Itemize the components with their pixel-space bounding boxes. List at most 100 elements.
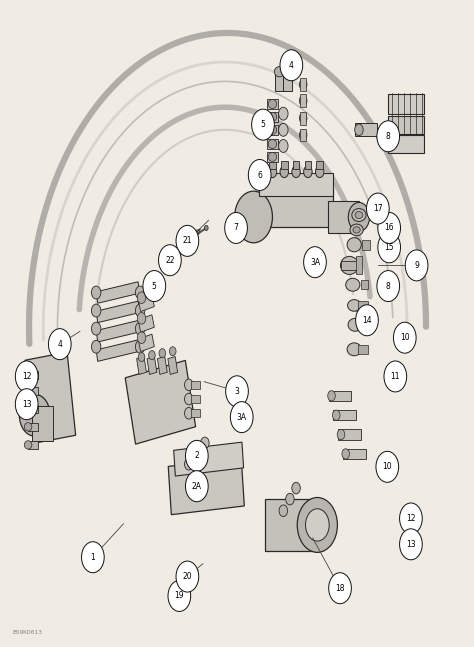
Ellipse shape (136, 304, 145, 317)
Text: 2: 2 (194, 452, 199, 461)
Polygon shape (275, 72, 284, 91)
Ellipse shape (297, 498, 337, 553)
Ellipse shape (306, 509, 329, 541)
Polygon shape (96, 281, 139, 303)
Ellipse shape (235, 191, 273, 243)
Text: 7: 7 (234, 223, 238, 232)
Polygon shape (363, 240, 370, 250)
Ellipse shape (350, 224, 363, 236)
Polygon shape (157, 356, 167, 375)
Ellipse shape (24, 371, 32, 379)
Polygon shape (333, 410, 356, 421)
Ellipse shape (348, 318, 362, 331)
Text: 6: 6 (257, 171, 262, 179)
Polygon shape (269, 162, 276, 170)
Ellipse shape (268, 166, 277, 177)
Ellipse shape (268, 100, 277, 109)
Polygon shape (356, 124, 377, 137)
Ellipse shape (292, 166, 301, 177)
Ellipse shape (24, 441, 32, 449)
Text: 5: 5 (152, 281, 157, 291)
Polygon shape (173, 442, 244, 476)
Circle shape (185, 441, 208, 472)
Circle shape (304, 247, 326, 278)
Text: 22: 22 (165, 256, 174, 265)
Polygon shape (364, 320, 371, 329)
Ellipse shape (159, 349, 165, 358)
Polygon shape (389, 135, 424, 153)
Polygon shape (328, 201, 359, 233)
Ellipse shape (137, 292, 146, 303)
Polygon shape (356, 256, 362, 274)
Polygon shape (28, 441, 37, 449)
Polygon shape (28, 404, 37, 413)
Text: 21: 21 (182, 236, 192, 245)
Polygon shape (96, 301, 139, 323)
Ellipse shape (353, 226, 360, 233)
Ellipse shape (347, 343, 361, 356)
Text: 15: 15 (384, 243, 394, 252)
Circle shape (377, 121, 400, 152)
Ellipse shape (328, 391, 335, 401)
Polygon shape (265, 499, 318, 551)
Ellipse shape (280, 166, 289, 177)
Ellipse shape (184, 408, 193, 419)
Circle shape (230, 402, 253, 433)
Polygon shape (138, 294, 155, 312)
Polygon shape (305, 162, 311, 170)
Ellipse shape (201, 437, 209, 449)
Ellipse shape (292, 482, 301, 494)
Text: 11: 11 (391, 372, 400, 381)
Circle shape (15, 361, 38, 392)
Circle shape (366, 193, 389, 224)
Polygon shape (137, 356, 146, 375)
Circle shape (378, 212, 401, 243)
Polygon shape (259, 173, 333, 196)
Circle shape (400, 529, 422, 560)
Circle shape (176, 225, 199, 256)
Ellipse shape (352, 208, 366, 221)
Polygon shape (361, 280, 368, 289)
Ellipse shape (268, 153, 277, 162)
Ellipse shape (24, 387, 32, 395)
Text: 3: 3 (235, 387, 239, 396)
Polygon shape (267, 99, 278, 109)
Polygon shape (317, 162, 323, 170)
Polygon shape (191, 410, 200, 417)
Circle shape (168, 580, 191, 611)
Text: B59KD013: B59KD013 (12, 630, 43, 635)
Circle shape (252, 109, 274, 140)
Polygon shape (28, 387, 37, 395)
Ellipse shape (300, 113, 307, 124)
Polygon shape (340, 261, 358, 270)
Polygon shape (28, 422, 37, 431)
Polygon shape (267, 125, 278, 135)
Ellipse shape (300, 130, 307, 140)
Ellipse shape (268, 140, 277, 149)
Circle shape (158, 245, 181, 276)
Text: 19: 19 (174, 591, 184, 600)
Polygon shape (267, 112, 278, 122)
Circle shape (143, 270, 165, 302)
Polygon shape (300, 94, 306, 107)
Ellipse shape (268, 113, 277, 122)
Circle shape (376, 452, 399, 482)
Ellipse shape (137, 332, 146, 344)
Text: 17: 17 (373, 204, 383, 213)
Text: 3A: 3A (237, 413, 247, 422)
Ellipse shape (19, 394, 50, 436)
Ellipse shape (138, 353, 145, 362)
Ellipse shape (279, 505, 288, 516)
Circle shape (176, 561, 199, 592)
Polygon shape (281, 162, 288, 170)
Ellipse shape (192, 448, 201, 460)
Text: 10: 10 (383, 463, 392, 471)
Ellipse shape (337, 430, 345, 440)
Ellipse shape (279, 140, 288, 153)
Text: 12: 12 (22, 372, 31, 381)
Polygon shape (300, 78, 306, 91)
Polygon shape (259, 188, 333, 226)
Polygon shape (138, 314, 155, 333)
Ellipse shape (91, 322, 101, 335)
Polygon shape (357, 302, 368, 309)
